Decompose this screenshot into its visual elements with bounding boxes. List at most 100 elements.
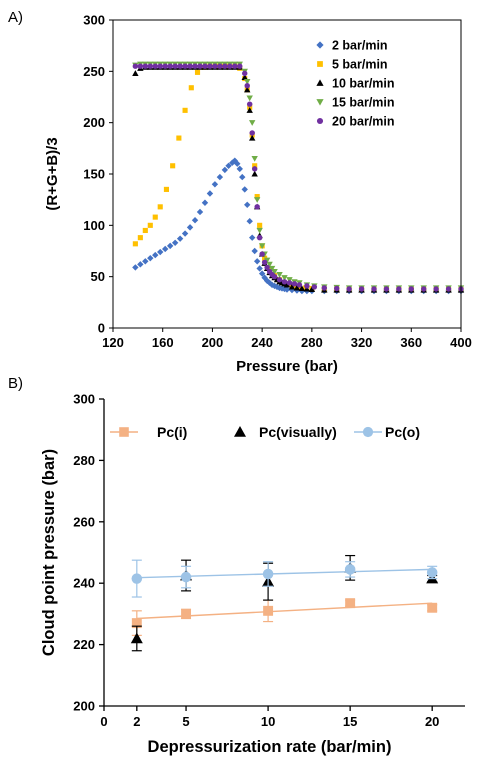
data-point bbox=[131, 618, 142, 629]
data-point bbox=[256, 227, 263, 234]
data-point bbox=[225, 162, 232, 169]
data-point bbox=[181, 230, 189, 237]
data-point bbox=[253, 258, 261, 265]
data-point bbox=[147, 63, 154, 69]
panel-b-label: B) bbox=[8, 375, 23, 392]
data-point bbox=[217, 63, 223, 69]
data-point bbox=[408, 286, 415, 292]
data-point bbox=[296, 282, 303, 288]
data-point bbox=[244, 86, 251, 93]
panel-b-y-axis-title: Cloud point pressure (bar) bbox=[40, 449, 58, 656]
panel-a-x-tick-label: 120 bbox=[102, 335, 124, 350]
data-point bbox=[132, 70, 139, 76]
legend-label: 10 bar/min bbox=[332, 77, 395, 91]
panel-a-y-tick-label: 250 bbox=[83, 64, 105, 79]
data-point bbox=[268, 265, 276, 272]
data-point bbox=[201, 199, 209, 206]
data-point bbox=[256, 234, 263, 241]
data-point bbox=[358, 286, 365, 292]
data-point bbox=[137, 261, 144, 268]
legend-marker-2-bar-min bbox=[316, 41, 324, 49]
panel-a-x-tick-label: 360 bbox=[400, 335, 422, 350]
panel-a-plot-area bbox=[132, 61, 465, 295]
data-point bbox=[157, 63, 163, 69]
data-point bbox=[256, 265, 263, 272]
panel-b-plot-area bbox=[130, 554, 439, 652]
data-point bbox=[131, 573, 143, 584]
data-point bbox=[241, 186, 248, 193]
data-point bbox=[237, 63, 243, 69]
panel-a: A) 0 50 100 150 200 250 300 120 160 200 240 280 320 3… bbox=[8, 9, 472, 375]
panel-b-y-tick-label: 260 bbox=[73, 514, 95, 529]
panel-a-y-axis-title: (R+G+B)/3 bbox=[44, 137, 61, 210]
data-point bbox=[261, 259, 268, 266]
data-point bbox=[191, 217, 199, 224]
data-point bbox=[262, 568, 274, 580]
legend-label: 15 bar/min bbox=[332, 96, 395, 110]
panel-a-x-tick-label: 280 bbox=[301, 335, 323, 350]
data-point bbox=[142, 227, 148, 234]
data-point bbox=[258, 270, 266, 277]
data-point bbox=[242, 70, 248, 77]
data-point bbox=[246, 95, 253, 102]
data-point bbox=[286, 280, 293, 286]
data-point bbox=[147, 222, 153, 228]
legend-label: Pc(visually) bbox=[259, 424, 337, 440]
data-point bbox=[254, 194, 260, 200]
data-point bbox=[152, 214, 158, 220]
data-point bbox=[182, 63, 188, 69]
legend-label: 2 bar/min bbox=[332, 39, 388, 53]
panel-b-y-tick-label: 200 bbox=[73, 699, 95, 714]
data-point bbox=[286, 277, 293, 283]
data-point bbox=[293, 284, 301, 291]
legend-label: Pc(i) bbox=[157, 424, 187, 440]
data-point bbox=[241, 74, 248, 81]
data-point bbox=[163, 186, 170, 192]
panel-a-y-tick-label: 50 bbox=[91, 269, 105, 284]
panel-b-x-tick-label: 5 bbox=[182, 714, 189, 729]
data-point bbox=[180, 571, 192, 583]
data-point bbox=[197, 63, 203, 69]
data-point bbox=[132, 241, 138, 247]
data-point bbox=[276, 272, 283, 278]
legend-marker-pc-i bbox=[119, 427, 129, 437]
data-point bbox=[264, 264, 270, 271]
panel-b-x-tick-label: 0 bbox=[100, 714, 107, 729]
data-point bbox=[194, 69, 201, 75]
data-point bbox=[426, 567, 438, 578]
data-point bbox=[244, 201, 251, 208]
data-point bbox=[298, 285, 306, 292]
panel-a-x-tick-label: 400 bbox=[450, 335, 472, 350]
data-point bbox=[244, 82, 250, 89]
panel-b-x-tick-label: 20 bbox=[425, 714, 439, 729]
data-point bbox=[251, 166, 258, 172]
data-point bbox=[222, 63, 228, 69]
legend-marker-20-bar-min bbox=[316, 117, 324, 125]
panel-a-label: A) bbox=[8, 9, 23, 26]
data-point bbox=[281, 279, 288, 285]
data-point bbox=[251, 156, 258, 162]
legend-marker-10-bar-min bbox=[316, 79, 324, 86]
data-point bbox=[227, 63, 233, 69]
legend-marker-pc-o bbox=[362, 426, 374, 438]
series-pc-i bbox=[131, 598, 438, 636]
data-point bbox=[216, 173, 224, 181]
data-point bbox=[304, 283, 310, 289]
data-point bbox=[202, 63, 208, 69]
data-point bbox=[291, 281, 298, 287]
data-point bbox=[254, 204, 260, 210]
data-point bbox=[162, 63, 168, 69]
panel-b-x-axis-title: Depressurization rate (bar/min) bbox=[148, 738, 392, 756]
data-point bbox=[252, 163, 258, 169]
legend-marker-pc-visually bbox=[234, 426, 246, 437]
panel-b-legend: Pc(i) Pc(visually) Pc(o) bbox=[110, 424, 420, 440]
data-point bbox=[206, 190, 214, 197]
legend-marker-15-bar-min bbox=[316, 99, 324, 106]
data-point bbox=[263, 605, 274, 616]
data-point bbox=[196, 208, 204, 216]
data-point bbox=[249, 130, 255, 136]
data-point bbox=[333, 285, 340, 292]
data-point bbox=[147, 254, 154, 262]
series-2-bar-min bbox=[132, 157, 465, 295]
data-point bbox=[249, 120, 256, 126]
